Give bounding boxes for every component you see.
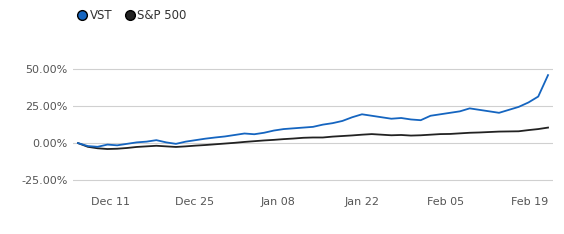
Legend: VST, S&P 500: VST, S&P 500 bbox=[74, 4, 191, 26]
